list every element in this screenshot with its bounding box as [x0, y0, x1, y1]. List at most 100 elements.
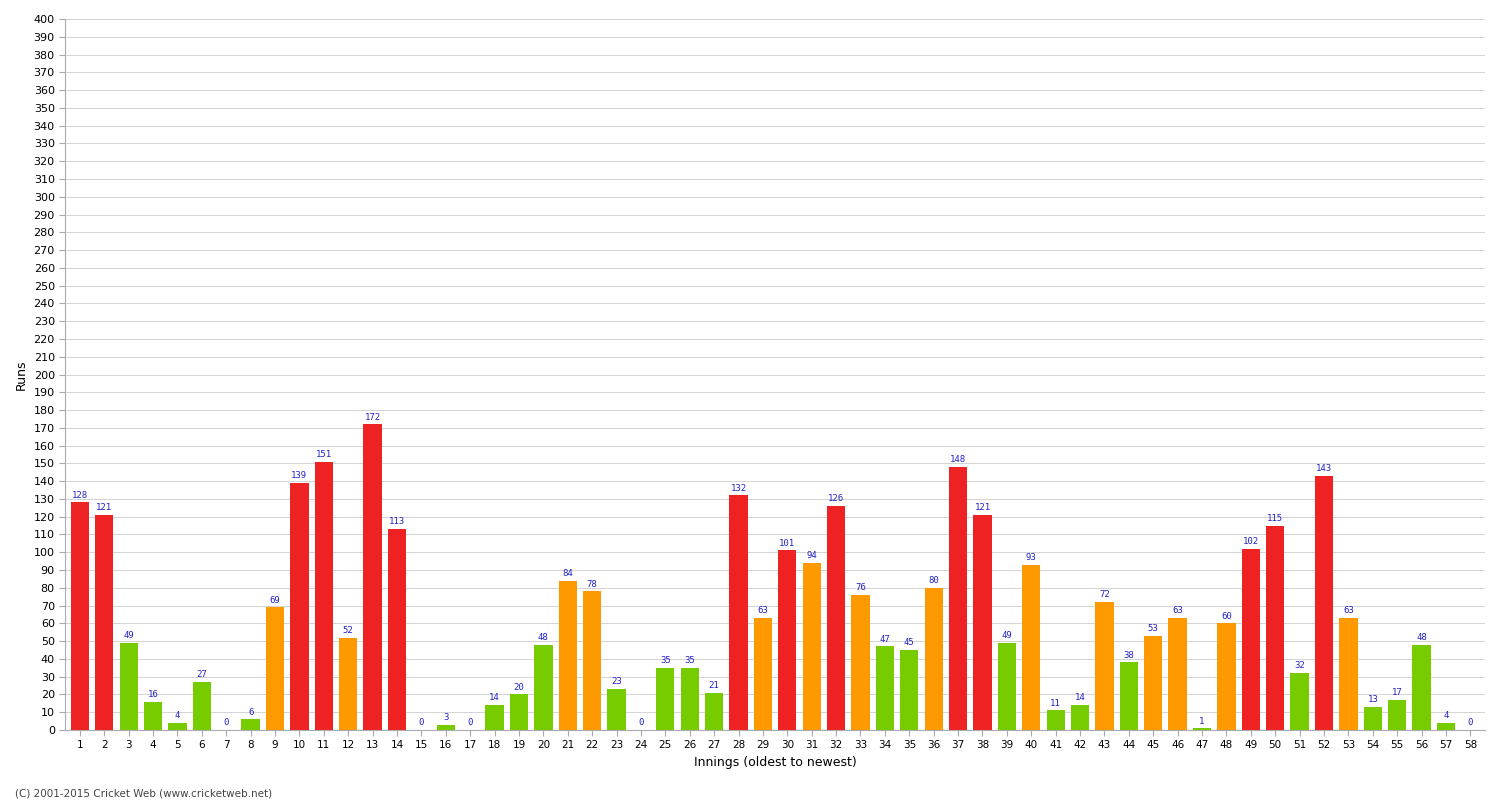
Bar [144, 702, 162, 730]
Text: 48: 48 [538, 633, 549, 642]
Bar [1290, 673, 1308, 730]
Bar [1340, 618, 1358, 730]
Text: 139: 139 [291, 471, 308, 480]
Bar [436, 725, 454, 730]
Text: 0: 0 [419, 718, 424, 727]
Bar [924, 588, 944, 730]
Text: 0: 0 [468, 718, 472, 727]
Text: 21: 21 [708, 681, 720, 690]
Bar [1168, 618, 1186, 730]
Text: 32: 32 [1294, 662, 1305, 670]
Bar [1144, 636, 1162, 730]
Text: 126: 126 [828, 494, 844, 503]
Bar [1316, 476, 1334, 730]
Bar [998, 643, 1016, 730]
Text: 93: 93 [1026, 553, 1036, 562]
Text: 76: 76 [855, 583, 865, 592]
Bar [558, 581, 578, 730]
Bar [950, 467, 968, 730]
Text: 16: 16 [147, 690, 159, 699]
Text: 80: 80 [928, 576, 939, 585]
Text: 151: 151 [315, 450, 332, 459]
Text: 35: 35 [660, 656, 670, 665]
Text: 23: 23 [610, 678, 622, 686]
Bar [1266, 526, 1284, 730]
Text: 48: 48 [1416, 633, 1426, 642]
Text: 101: 101 [778, 539, 795, 548]
Text: 113: 113 [388, 518, 405, 526]
Bar [120, 643, 138, 730]
Bar [827, 506, 844, 730]
Text: 63: 63 [758, 606, 768, 615]
Text: 63: 63 [1342, 606, 1354, 615]
Bar [1095, 602, 1113, 730]
Text: 47: 47 [879, 635, 891, 644]
Text: 60: 60 [1221, 612, 1232, 621]
Text: 78: 78 [586, 580, 597, 589]
Bar [1022, 565, 1041, 730]
X-axis label: Innings (oldest to newest): Innings (oldest to newest) [693, 756, 856, 769]
Bar [291, 483, 309, 730]
Bar [754, 618, 772, 730]
Bar [876, 646, 894, 730]
Text: 172: 172 [364, 413, 381, 422]
Bar [363, 424, 381, 730]
Text: 13: 13 [1368, 695, 1378, 704]
Bar [1119, 662, 1138, 730]
Bar [1192, 728, 1210, 730]
Bar [705, 693, 723, 730]
Text: 35: 35 [684, 656, 694, 665]
Bar [1242, 549, 1260, 730]
Bar [1218, 623, 1236, 730]
Text: 11: 11 [1050, 699, 1060, 708]
Text: 49: 49 [1002, 631, 1013, 640]
Text: 49: 49 [123, 631, 134, 640]
Text: 0: 0 [1467, 718, 1473, 727]
Bar [315, 462, 333, 730]
Text: 148: 148 [950, 455, 966, 464]
Text: 27: 27 [196, 670, 207, 679]
Bar [242, 719, 260, 730]
Text: 94: 94 [807, 551, 818, 560]
Bar [1071, 705, 1089, 730]
Text: 52: 52 [344, 626, 354, 635]
Text: 20: 20 [513, 683, 525, 692]
Bar [584, 591, 602, 730]
Text: 115: 115 [1268, 514, 1284, 523]
Bar [1388, 700, 1407, 730]
Bar [486, 705, 504, 730]
Bar [656, 668, 675, 730]
Text: 17: 17 [1392, 688, 1402, 697]
Bar [339, 638, 357, 730]
Text: 143: 143 [1316, 464, 1332, 473]
Text: 6: 6 [248, 708, 254, 717]
Text: 4: 4 [176, 711, 180, 720]
Text: 63: 63 [1173, 606, 1184, 615]
Text: 3: 3 [442, 713, 448, 722]
Text: 121: 121 [96, 503, 112, 512]
Text: 14: 14 [1074, 694, 1086, 702]
Text: 45: 45 [904, 638, 915, 647]
Bar [1437, 723, 1455, 730]
Bar [192, 682, 211, 730]
Text: 84: 84 [562, 569, 573, 578]
Bar [70, 502, 88, 730]
Text: 132: 132 [730, 484, 747, 493]
Text: 72: 72 [1100, 590, 1110, 599]
Bar [388, 529, 406, 730]
Bar [778, 550, 796, 730]
Text: 38: 38 [1124, 651, 1134, 660]
Bar [974, 515, 992, 730]
Text: 0: 0 [224, 718, 230, 727]
Text: 128: 128 [72, 491, 88, 500]
Bar [900, 650, 918, 730]
Bar [608, 689, 625, 730]
Bar [534, 645, 552, 730]
Bar [802, 563, 820, 730]
Bar [1047, 710, 1065, 730]
Text: 69: 69 [270, 596, 280, 605]
Bar [266, 607, 284, 730]
Bar [94, 515, 114, 730]
Bar [681, 668, 699, 730]
Text: 1: 1 [1200, 717, 1204, 726]
